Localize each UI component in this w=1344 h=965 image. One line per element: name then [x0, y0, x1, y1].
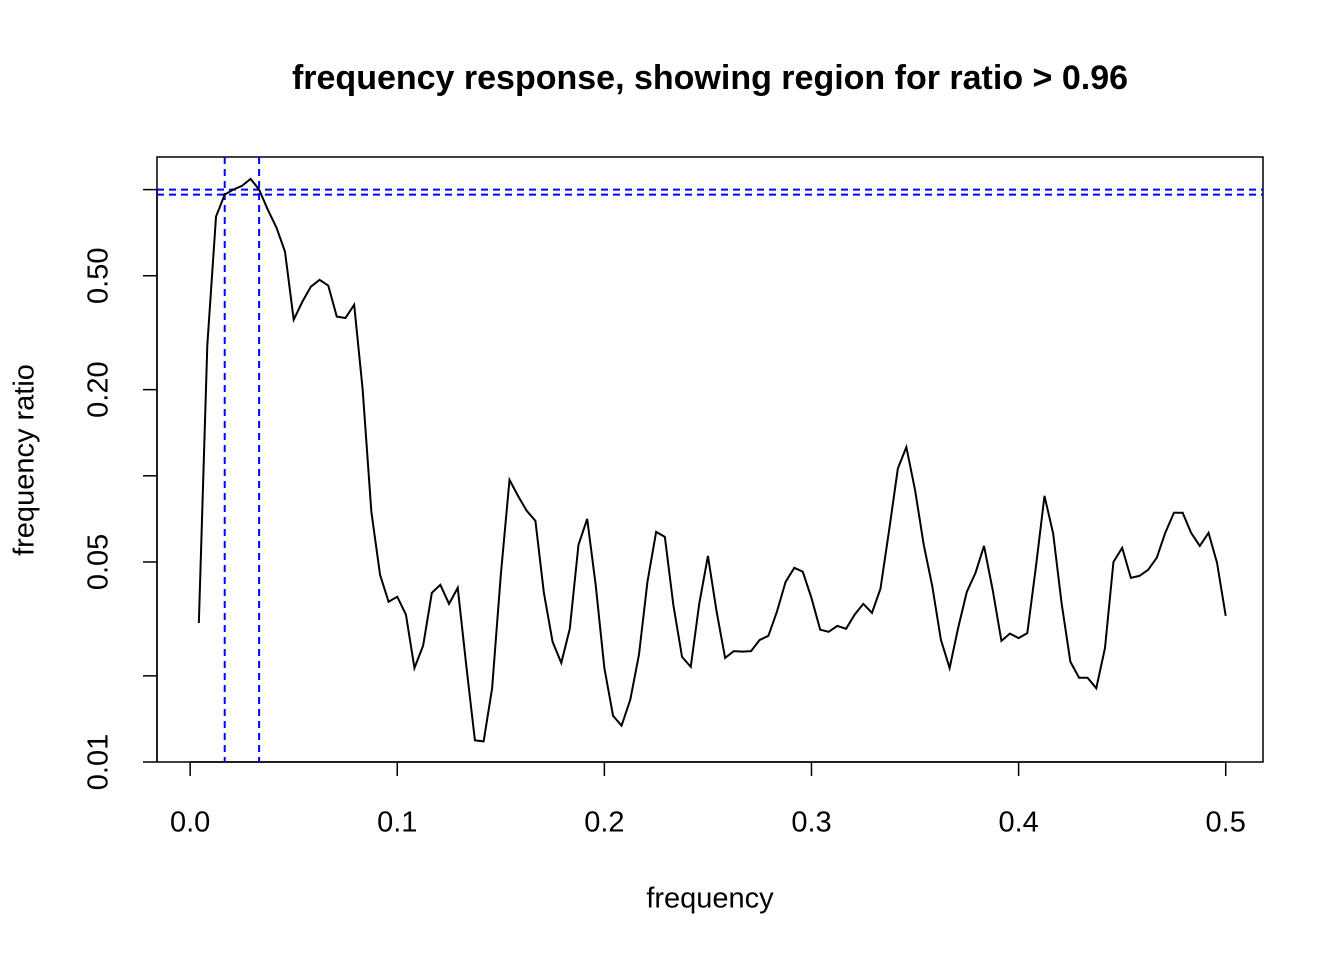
- x-tick-label: 0.0: [170, 807, 210, 839]
- x-tick-label: 0.5: [1206, 807, 1246, 839]
- x-tick-label: 0.4: [998, 807, 1038, 839]
- y-axis-label: frequency ratio: [9, 364, 41, 556]
- data-line: [197, 177, 1227, 743]
- chart-title: frequency response, showing region for r…: [292, 59, 1128, 97]
- x-tick-label: 0.2: [584, 807, 624, 839]
- y-tick-label: 0.50: [83, 248, 115, 304]
- y-tick-label: 0.20: [83, 361, 115, 417]
- plot-frame: [156, 156, 1264, 763]
- x-tick-label: 0.1: [377, 807, 417, 839]
- y-tick-label: 0.05: [83, 534, 115, 590]
- x-axis-label: frequency: [646, 883, 774, 915]
- x-tick-label: 0.3: [791, 807, 831, 839]
- y-tick-label: 0.01: [83, 734, 115, 790]
